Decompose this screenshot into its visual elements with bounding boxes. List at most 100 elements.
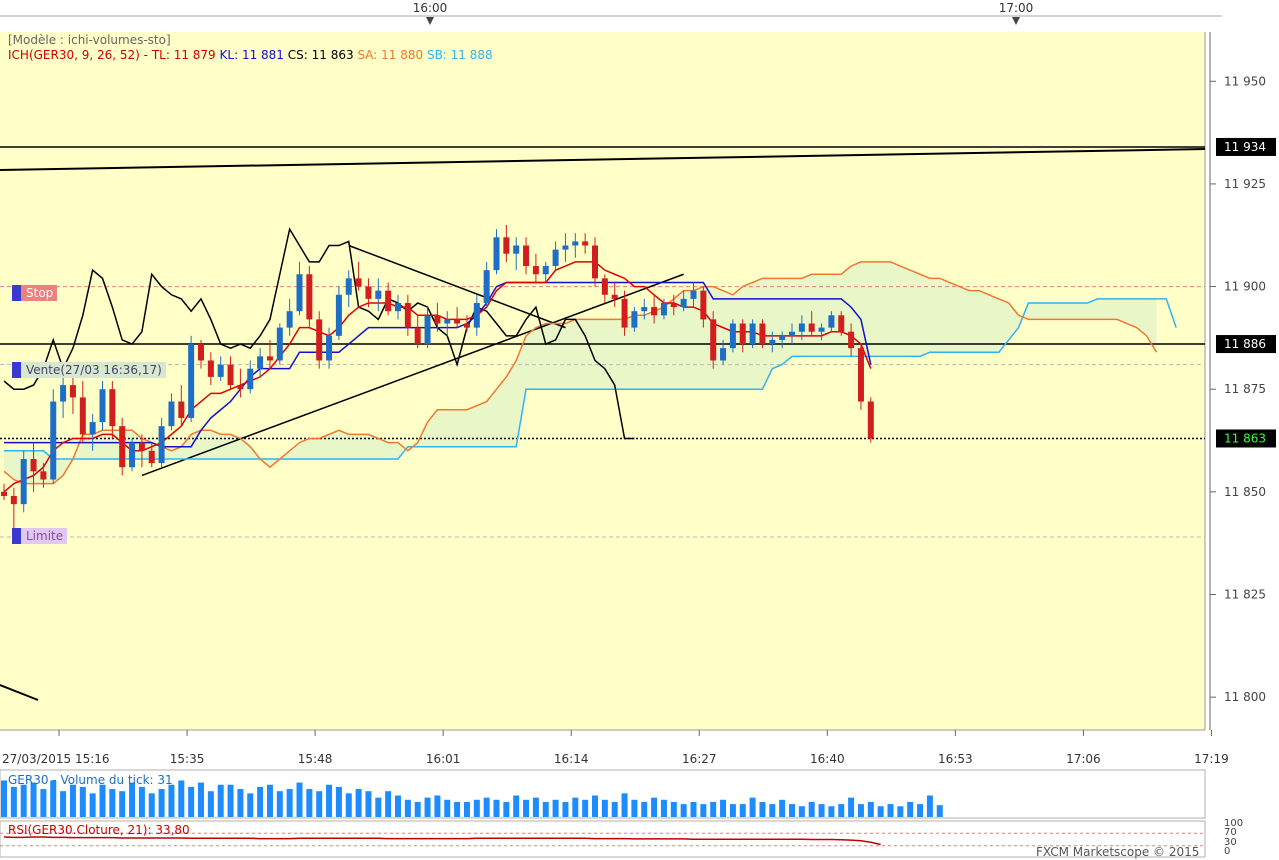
candle-body — [20, 459, 27, 505]
volume-bar — [798, 806, 805, 817]
volume-label: GER30 - Volume du tick: 31 — [8, 773, 173, 787]
rsi-line — [3, 836, 881, 846]
candle-body — [739, 323, 746, 345]
volume-bar — [355, 789, 362, 817]
volume-bar — [907, 801, 914, 817]
volume-bar — [513, 795, 520, 817]
volume-bar — [838, 804, 845, 817]
candle-body — [148, 450, 155, 464]
volume-bar — [700, 804, 707, 817]
top-time-label: 16:00 — [413, 1, 448, 15]
tenkan-value: TL: 11 879 — [151, 48, 216, 62]
footer-copyright: FXCM Marketscope © 2015 — [1036, 845, 1200, 859]
volume-bar — [335, 786, 342, 817]
volume-bar — [641, 801, 648, 817]
y-tick-label: 11 825 — [1224, 588, 1266, 602]
chikou-line — [3, 227, 635, 440]
volume-bar — [789, 804, 795, 817]
volume-bar — [178, 780, 185, 817]
y-tick-label: 11 875 — [1224, 382, 1266, 396]
candle-body — [857, 348, 864, 402]
volume-bar — [395, 795, 401, 817]
volume-bar — [749, 797, 756, 817]
volume-bar — [582, 799, 589, 817]
price-marker-level-label: 11 886 — [1224, 337, 1266, 351]
volume-bar — [138, 786, 145, 817]
sell-order-tag[interactable]: Vente(27/03 16:36,17) — [12, 362, 166, 378]
volume-bar — [690, 801, 697, 817]
volume-bar — [207, 791, 214, 817]
price-marker-resistance-label: 11 934 — [1224, 140, 1266, 154]
volume-bar — [257, 786, 264, 817]
candle-body — [572, 241, 579, 246]
volume-bar — [1, 780, 7, 817]
candle-body — [808, 323, 815, 332]
candle-body — [523, 245, 530, 267]
candle-body — [316, 319, 323, 361]
volume-bar — [119, 791, 126, 817]
volume-bar — [660, 799, 667, 817]
volume-bar — [89, 793, 96, 817]
candle-body — [592, 245, 598, 279]
candle-body — [690, 290, 697, 299]
volume-bar — [651, 797, 658, 817]
volume-bar — [542, 801, 549, 817]
senkou-b-line — [4, 298, 1177, 460]
stop-order-tag[interactable]: Stop — [12, 285, 58, 301]
limit-order-handle[interactable] — [12, 528, 21, 544]
candle-body — [69, 385, 76, 398]
candle-body — [710, 319, 717, 361]
x-tick-label: 17:06 — [1066, 752, 1101, 766]
candle-body — [838, 315, 845, 332]
candle-body — [138, 442, 145, 451]
candle-body — [493, 237, 500, 271]
candle-body — [700, 290, 707, 320]
volume-bar — [592, 795, 598, 817]
volume-bar — [10, 786, 17, 817]
volume-bar — [828, 806, 835, 817]
candle-body — [286, 311, 293, 328]
candle-body — [513, 245, 520, 254]
y-tick-label: 11 925 — [1224, 177, 1266, 191]
candle-body — [611, 294, 618, 299]
volume-bar — [198, 782, 204, 817]
volume-bar — [188, 786, 195, 817]
volume-bar — [345, 793, 352, 817]
limit-order-tag[interactable]: Limite — [12, 528, 68, 544]
volume-bar — [50, 780, 57, 817]
volume-bar — [759, 801, 766, 817]
stop-order-handle[interactable] — [12, 285, 21, 301]
volume-bar — [99, 784, 106, 817]
volume-bar — [779, 799, 786, 817]
volume-bar — [670, 801, 677, 817]
volume-bar — [917, 804, 924, 817]
candle-body — [395, 302, 401, 312]
volume-bar — [20, 784, 27, 817]
ichimoku-cloud — [4, 261, 1157, 484]
ichimoku-legend: ICH(GER30, 9, 26, 52) - TL: 11 879 KL: 1… — [8, 48, 493, 62]
volume-bar — [60, 791, 67, 817]
x-tick-label: 16:27 — [682, 752, 717, 766]
volume-bar — [404, 799, 411, 817]
candle-body — [759, 323, 766, 345]
chikou-value: CS: 11 863 — [287, 48, 354, 62]
candle-body — [227, 364, 234, 386]
sell-order-handle[interactable] — [12, 362, 21, 378]
volume-bar — [493, 799, 500, 817]
volume-bar — [572, 797, 579, 817]
candle-body — [660, 302, 667, 316]
candle-body — [158, 426, 165, 464]
candle-body — [828, 315, 835, 328]
candle-body — [326, 335, 333, 361]
volume-bar — [434, 795, 441, 817]
candle-body — [562, 245, 569, 250]
x-tick-label: 15:35 — [170, 752, 205, 766]
senkou-a-line — [3, 261, 1158, 485]
volume-bar — [867, 801, 874, 817]
candle-body — [79, 397, 86, 435]
candle-body — [542, 266, 549, 275]
volume-bar — [631, 799, 638, 817]
volume-bar — [79, 786, 86, 817]
volume-bar — [158, 789, 165, 817]
